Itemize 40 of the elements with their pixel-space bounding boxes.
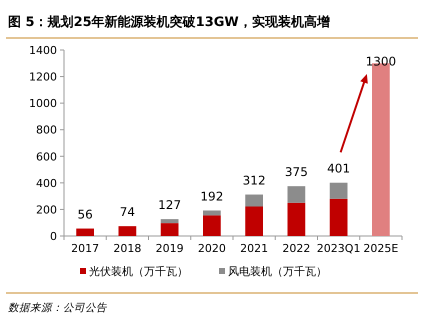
bar — [330, 182, 348, 199]
total-label: 375 — [284, 165, 308, 180]
bar — [118, 226, 136, 236]
chart-title: 图 5：规划25年新能源装机突破13GW，实现装机高增 — [8, 14, 330, 30]
y-tick-label: 800 — [36, 124, 57, 137]
total-label: 56 — [77, 208, 93, 222]
total-label: 74 — [120, 205, 136, 220]
total-label: 192 — [200, 189, 224, 204]
total-label: 312 — [242, 174, 266, 188]
legend-label: 风电装机（万千瓦） — [228, 265, 327, 278]
y-tick-label: 1200 — [29, 70, 57, 84]
y-tick-label: 200 — [36, 203, 57, 216]
y-tick-label: 1000 — [29, 97, 57, 110]
total-label: 1300 — [366, 54, 396, 68]
bar — [330, 198, 348, 236]
x-tick-label: 2017 — [71, 242, 100, 255]
bar — [160, 219, 178, 224]
bar — [76, 228, 94, 236]
source-note: 数据来源：公司公告 — [8, 302, 108, 314]
y-tick-label: 400 — [36, 176, 57, 190]
x-tick-label: 2019 — [156, 242, 184, 255]
x-tick-label: 2025E — [363, 242, 398, 255]
total-label: 127 — [158, 198, 182, 212]
bar — [203, 215, 221, 236]
bar — [203, 210, 221, 216]
bar — [160, 223, 178, 236]
bar — [288, 186, 306, 203]
x-tick-label: 2023Q1 — [316, 242, 360, 255]
x-tick-label: 2022 — [282, 242, 310, 255]
y-tick-label: 600 — [36, 150, 57, 164]
x-tick-label: 2020 — [198, 242, 226, 255]
y-tick-label: 0 — [50, 230, 57, 243]
x-tick-label: 2021 — [240, 242, 268, 255]
total-label: 401 — [327, 162, 350, 176]
bar — [245, 194, 263, 207]
x-tick-label: 2018 — [113, 242, 142, 255]
y-tick-label: 1400 — [29, 44, 57, 57]
legend-label: 光伏装机（万千瓦） — [89, 265, 188, 278]
bar — [288, 202, 306, 236]
bar — [245, 206, 263, 236]
